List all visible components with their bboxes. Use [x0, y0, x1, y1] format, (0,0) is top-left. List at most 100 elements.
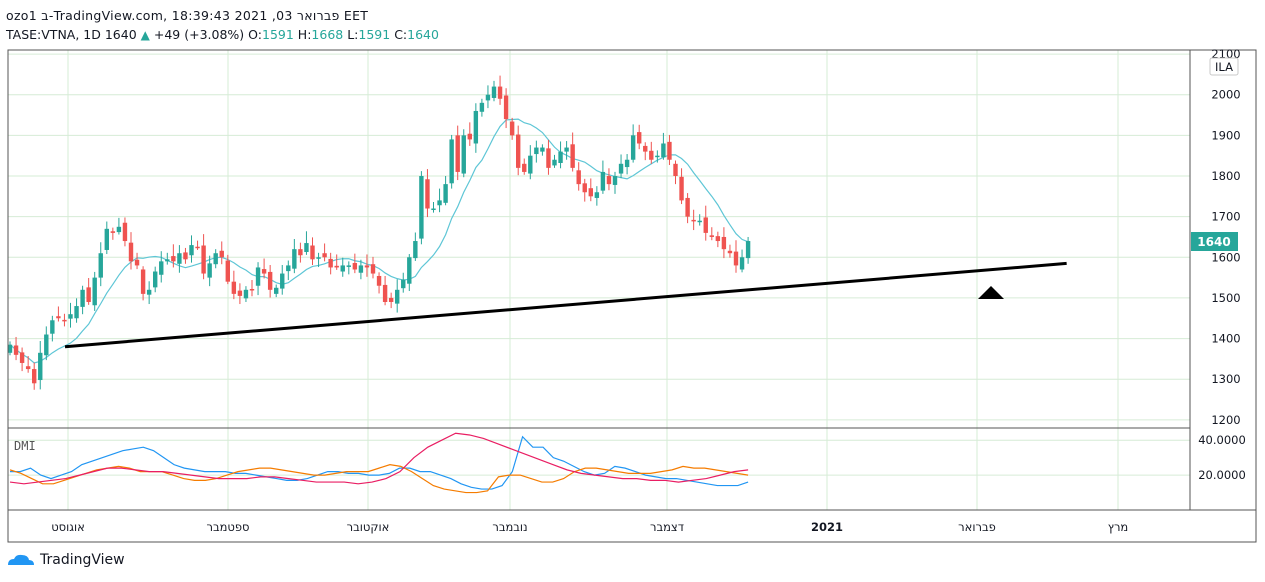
candle-body [407, 257, 412, 284]
candle-body [134, 259, 140, 266]
candlestick-series [7, 75, 751, 390]
brand-name: TradingView [40, 552, 125, 568]
candle-body [388, 297, 394, 302]
dmi-series [9, 432, 749, 494]
candle-body [237, 290, 243, 296]
open-label: O: [248, 27, 262, 42]
candle-body [25, 366, 31, 370]
currency-badge: ILA [1215, 60, 1233, 74]
ma-line [9, 118, 749, 364]
candle-body [334, 265, 339, 268]
candle-body [516, 134, 521, 168]
price-change: +49 (+3.08%) [153, 27, 245, 42]
candle-body [703, 217, 708, 233]
candle-body [104, 228, 109, 250]
candle-body [552, 159, 557, 166]
candle-body [280, 273, 285, 289]
time-tick-label: אוקטובר [347, 520, 390, 534]
candle-body [594, 192, 600, 198]
candle-body [370, 264, 376, 274]
candle-body [213, 253, 218, 265]
candle-body [721, 236, 727, 250]
candle-body [401, 279, 406, 289]
dmi-label: DMI [14, 439, 36, 453]
price-tick-label: 1900 [1211, 128, 1240, 142]
header-text: ozo1 ב-TradingView.com, פברואר 03, 2021 … [6, 8, 369, 23]
candle-body [503, 95, 509, 120]
candle-body [255, 267, 261, 286]
candle-body [582, 183, 587, 193]
candle-body [292, 249, 297, 269]
candle-body [358, 265, 364, 273]
candle-body [546, 148, 551, 168]
candle-body [340, 265, 345, 272]
candle-body [80, 289, 85, 307]
candle-body [62, 319, 67, 322]
candle-body [413, 241, 418, 259]
candle-body [558, 151, 563, 163]
candle-body [116, 226, 122, 233]
time-tick-label: דצמבר [650, 520, 684, 534]
last-price: 1640 [104, 27, 137, 42]
time-axis: אוגוסט ספטמבר אוקטובר נובמבר דצמבר 2021 פברואר… [51, 520, 1128, 534]
footer-brand[interactable]: TradingView [6, 551, 125, 569]
trendline[interactable] [64, 261, 1067, 349]
price-tick-label: 1300 [1211, 372, 1240, 386]
candle-body [630, 135, 636, 160]
dmi-tick-label: 20.0000 [1198, 468, 1246, 482]
triangle-up-marker[interactable] [978, 286, 1004, 299]
candle-body [624, 159, 630, 168]
candle-body [310, 245, 315, 260]
time-tick-label: אוגוסט [51, 520, 85, 534]
tradingview-logo-icon [8, 554, 34, 565]
price-tick-label: 1500 [1211, 291, 1240, 305]
candle-body [140, 269, 146, 294]
candle-body [19, 352, 25, 363]
candle-body [745, 241, 751, 259]
candle-body [243, 289, 249, 299]
candle-body [304, 243, 309, 253]
time-tick-label: פברואר [958, 520, 996, 534]
currency-badge-box[interactable] [1209, 57, 1239, 76]
price-tick-label: 1800 [1211, 169, 1240, 183]
low-value: 1591 [358, 27, 391, 42]
candle-body [92, 277, 97, 306]
candle-body [177, 253, 182, 264]
time-tick-label: מרץ [1108, 520, 1129, 534]
candle-body [643, 145, 648, 152]
price-tick-label: 2000 [1211, 88, 1240, 102]
candle-body [225, 260, 230, 282]
candle-body [189, 245, 194, 256]
candle-body [497, 86, 503, 99]
candle-body [364, 265, 370, 268]
candle-body [564, 147, 569, 152]
candle-body [661, 143, 666, 158]
price-badge: 1640 [1197, 235, 1230, 249]
chart-header-line2: TASE:VTNA, 1D 1640 ▲ +49 (+3.08%) O:1591… [6, 27, 439, 42]
price-tick-label: 1200 [1211, 413, 1240, 427]
candle-body [328, 258, 333, 268]
candle-body [382, 284, 388, 302]
candle-body [13, 345, 19, 355]
candle-body [274, 287, 279, 294]
candle-body [588, 188, 593, 197]
candle-body [491, 86, 497, 98]
candle-body [685, 197, 690, 217]
candle-body [171, 256, 176, 262]
candle-body [437, 200, 442, 206]
candle-body [201, 245, 206, 274]
candle-body [122, 222, 128, 242]
candle-body [449, 139, 454, 184]
time-axis-border [7, 509, 1257, 543]
chart-header-line1: ozo1 ב-TradingView.com, פברואר 03, 2021 … [6, 8, 368, 23]
candle-body [153, 271, 158, 288]
candle-body [691, 219, 696, 222]
candle-body [528, 155, 533, 174]
candle-body [352, 262, 358, 270]
candle-body [128, 242, 134, 262]
candle-body [74, 306, 79, 319]
candle-body [159, 261, 164, 275]
high-value: 1668 [311, 27, 344, 42]
candle-body [50, 320, 55, 334]
